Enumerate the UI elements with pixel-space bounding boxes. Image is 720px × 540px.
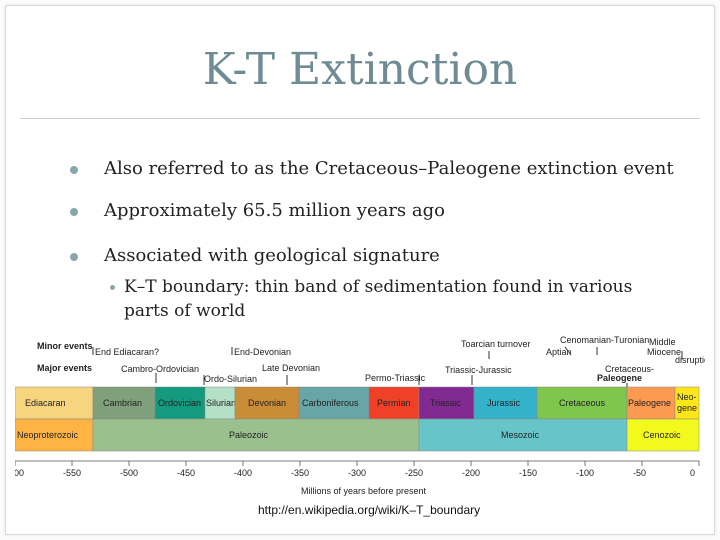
event-permo-triassic: Permo-Triassic (365, 373, 426, 383)
event-cretaceous-paleogene: Paleogene (597, 373, 642, 383)
minor-events-label: Minor events (37, 341, 93, 351)
period-silurian (204, 386, 236, 420)
era-paleozoic (92, 418, 420, 452)
period-neogene (674, 386, 700, 420)
event-toarcian-turnover: Toarcian turnover (461, 339, 531, 349)
event-cambro-ordovician: Cambro-Ordovician (121, 364, 199, 374)
x-axis-tick-label: -300 (348, 468, 366, 478)
period-label-ordovician: Ordovician (158, 398, 201, 408)
sub-bullet-dot (110, 285, 115, 290)
x-axis-tick-label: -200 (462, 468, 480, 478)
period-carboniferous (298, 386, 370, 420)
eras-row: Neoproterozoic Paleozoic Mesozoic Cenozo… (14, 418, 700, 452)
x-axis-tick-label: -150 (519, 468, 537, 478)
slide-title: K-T Extinction (202, 44, 518, 95)
x-axis-tick-label: -450 (177, 468, 195, 478)
era-neoproterozoic (14, 418, 94, 452)
event-aptian: Aptian (546, 347, 572, 357)
period-label-silurian: Silurian (206, 398, 236, 408)
period-label-neogene-2: gene (677, 403, 697, 413)
period-label-neogene: Neo- (677, 392, 697, 402)
x-axis-tick-label: -550 (63, 468, 81, 478)
period-label-cambrian: Cambrian (103, 398, 142, 408)
period-label-triassic: Triassic (430, 398, 461, 408)
x-axis-tick-label: -500 (120, 468, 138, 478)
event-triassic-jurassic: Triassic-Jurassic (445, 365, 512, 375)
period-label-devonian: Devonian (248, 398, 286, 408)
era-label-paleozoic: Paleozoic (229, 430, 269, 440)
source-link[interactable]: http://en.wikipedia.org/wiki/K–T_boundar… (256, 503, 483, 517)
bullet-3: Associated with geological signature (104, 245, 440, 266)
event-end-devonian: End-Devonian (234, 347, 291, 357)
x-axis-tick-label: -350 (291, 468, 309, 478)
period-label-ediacaran: Ediacaran (25, 398, 66, 408)
event-cenomanian-turonian: Cenomanian-Turonian (560, 335, 649, 345)
era-label-cenozoic: Cenozoic (643, 430, 681, 440)
periods-row: Ediacaran Cambrian Ordovician Silurian D… (14, 386, 700, 420)
era-mesozoic (418, 418, 628, 452)
period-label-cretaceous: Cretaceous (559, 398, 606, 408)
title-divider (20, 118, 700, 119)
x-axis-tick-label: -50 (633, 468, 646, 478)
x-axis-tick-label: -600 (15, 468, 24, 478)
timeline-svg: Minor events Major events End Ediacaran?… (6, 335, 714, 496)
era-label-mesozoic: Mesozoic (501, 430, 540, 440)
era-label-neoproterozoic: Neoproterozoic (17, 430, 79, 440)
event-cretaceous-label: Cretaceous- (605, 364, 654, 374)
x-axis-tick-label: 0 (690, 468, 695, 478)
event-ordo-silurian: Ordo-Silurian (204, 374, 257, 384)
period-label-jurassic: Jurassic (487, 398, 521, 408)
major-events-label: Major events (37, 363, 92, 373)
period-label-paleogene: Paleogene (628, 398, 671, 408)
sub-bullet-line-1: K–T boundary: thin band of sedimentation… (124, 277, 633, 297)
period-label-carboniferous: Carboniferous (302, 398, 359, 408)
bullet-dot (70, 166, 78, 174)
period-jurassic (473, 386, 538, 420)
event-middle-miocene: Middle (649, 337, 676, 347)
event-end-ediacaran: End Ediacaran? (95, 347, 159, 357)
event-arrows (92, 346, 683, 388)
sub-bullet-line-2: parts of world (124, 301, 246, 321)
event-middle-miocene-3: disruption (675, 355, 705, 365)
x-axis-tick-label: -400 (234, 468, 252, 478)
era-cenozoic (626, 418, 700, 452)
bullet-dot (70, 253, 78, 261)
bullet-1: Also referred to as the Cretaceous–Paleo… (104, 158, 674, 179)
period-label-permian: Permian (377, 398, 411, 408)
period-devonian (234, 386, 300, 420)
period-ediacaran (14, 386, 94, 420)
x-axis-ticks: -600-550-500-450-400-350-300-250-200-150… (6, 461, 700, 478)
geologic-timeline-figure: Minor events Major events End Ediacaran?… (6, 333, 714, 523)
event-middle-miocene-2: Miocene (647, 347, 681, 357)
x-axis-label: Millions of years before present (301, 486, 427, 496)
event-late-devonian: Late Devonian (262, 363, 320, 373)
bullet-dot (70, 208, 78, 216)
bullet-2: Approximately 65.5 million years ago (104, 200, 445, 221)
x-axis-tick-label: -250 (405, 468, 423, 478)
period-cretaceous (536, 386, 628, 420)
x-axis-tick-label: -100 (576, 468, 594, 478)
